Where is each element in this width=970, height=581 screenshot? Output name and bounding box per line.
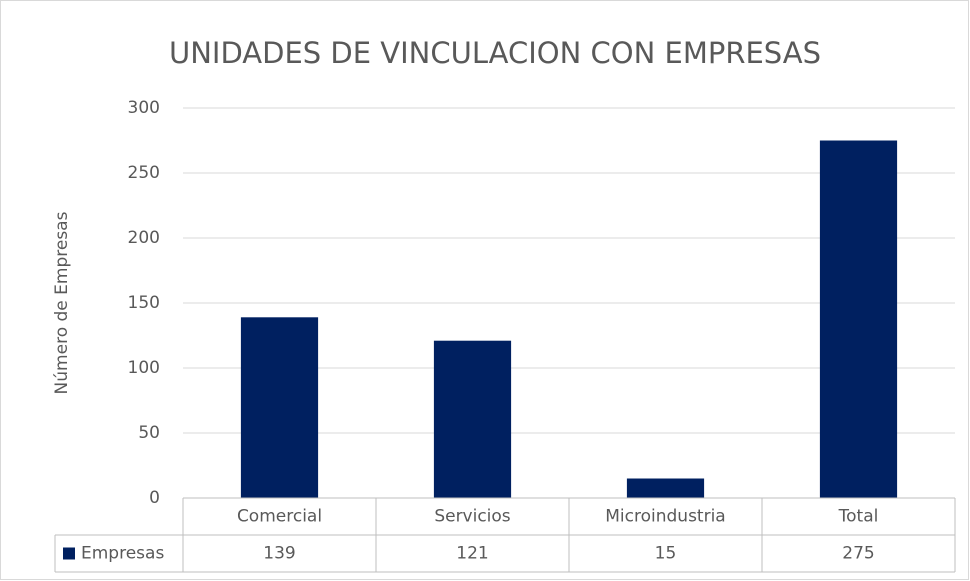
bar bbox=[819, 140, 898, 498]
bar bbox=[240, 317, 319, 498]
chart-title: UNIDADES DE VINCULACION CON EMPRESAS bbox=[169, 36, 821, 70]
x-tick-label: Comercial bbox=[237, 507, 322, 527]
y-tick-label: 100 bbox=[128, 358, 160, 378]
bar bbox=[626, 478, 705, 498]
y-tick-label: 300 bbox=[128, 98, 160, 118]
x-tick-label: Total bbox=[838, 507, 879, 527]
table-value: 121 bbox=[456, 544, 488, 564]
legend-swatch bbox=[63, 547, 75, 560]
legend-label: Empresas bbox=[81, 544, 164, 564]
bar bbox=[433, 340, 512, 498]
table-value: 15 bbox=[655, 544, 677, 564]
x-tick-label: Servicios bbox=[434, 507, 510, 527]
y-axis-label: Número de Empresas bbox=[52, 211, 72, 394]
y-tick-label: 150 bbox=[128, 293, 160, 313]
table-value: 275 bbox=[842, 544, 874, 564]
y-tick-label: 200 bbox=[128, 228, 160, 248]
y-tick-label: 250 bbox=[128, 163, 160, 183]
x-tick-label: Microindustria bbox=[605, 507, 725, 527]
y-tick-label: 50 bbox=[138, 423, 160, 443]
y-tick-label: 0 bbox=[149, 488, 160, 508]
table-value: 139 bbox=[263, 544, 295, 564]
